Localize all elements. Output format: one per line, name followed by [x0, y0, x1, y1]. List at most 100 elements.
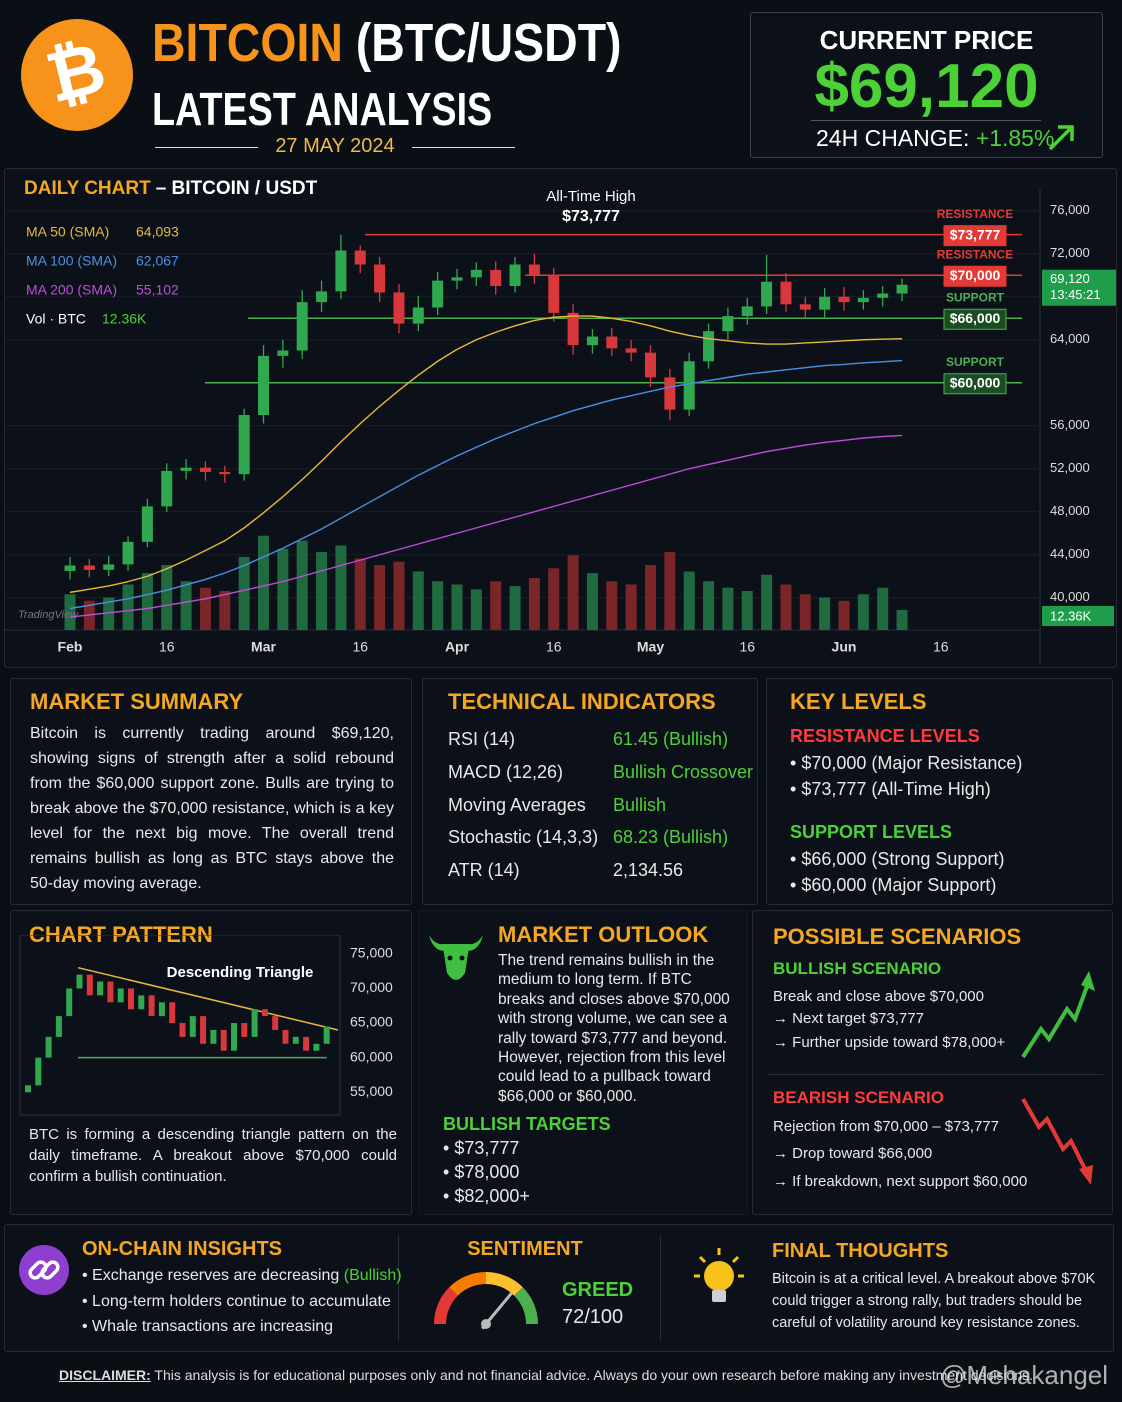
- level-label: $66,000: [950, 310, 1001, 326]
- title: BITCOIN (BTC/USDT): [152, 12, 622, 74]
- legend-name: MA 100 (SMA): [26, 253, 117, 269]
- candle-body: [158, 1002, 165, 1017]
- candle-body: [148, 995, 155, 1017]
- volume-bar: [316, 552, 328, 630]
- candle-body: [66, 988, 73, 1017]
- legend-name: MA 50 (SMA): [26, 224, 109, 240]
- y-tick-label: 75,000: [350, 945, 393, 961]
- volume-bar: [412, 571, 424, 630]
- section-title: POSSIBLE SCENARIOS: [773, 924, 1022, 949]
- horns: [429, 935, 483, 951]
- divider: [660, 1235, 661, 1341]
- indicator-name: MACD (12,26): [448, 762, 564, 782]
- link: [40, 1260, 60, 1280]
- level-type: RESISTANCE: [937, 247, 1013, 261]
- level-item: • $73,777 (All-Time High): [790, 779, 991, 799]
- y-tick-label: 56,000: [1050, 417, 1090, 432]
- x-tick-label: Feb: [58, 639, 83, 655]
- legend-value: 62,067: [136, 253, 179, 269]
- candle-body: [877, 293, 889, 298]
- insight-text: Long-term holders continue to accumulate: [92, 1293, 391, 1310]
- volume-bar: [238, 556, 250, 630]
- volume-bar: [354, 558, 366, 630]
- candle-body: [451, 277, 463, 281]
- volume-bar: [199, 587, 211, 630]
- y-tick-label: 55,000: [350, 1083, 393, 1099]
- candle-body: [219, 471, 231, 475]
- legend-name: MA 200 (SMA): [26, 282, 117, 298]
- candle-body: [292, 1036, 299, 1044]
- gauge-segment: [449, 1272, 487, 1296]
- disclaimer-label: DISCLAIMER:: [59, 1367, 151, 1383]
- scenario-title: BEARISH SCENARIO: [773, 1088, 944, 1107]
- price-tag: [1042, 269, 1116, 306]
- level-type: SUPPORT: [946, 290, 1005, 304]
- insight: • Long-term holders continue to accumula…: [82, 1293, 391, 1310]
- change-value: +1.85%: [975, 125, 1055, 151]
- indicator-name: RSI (14): [448, 729, 516, 749]
- candle-body: [277, 350, 289, 356]
- volume-bar: [470, 589, 482, 630]
- candle-body: [35, 1057, 42, 1086]
- candle-body: [896, 284, 908, 294]
- candle-body: [220, 1029, 227, 1051]
- arrow-line: [1021, 1098, 1089, 1174]
- level-tag: [943, 265, 1007, 287]
- volume-bar: [103, 597, 115, 630]
- credit: @Mehakangel: [940, 1360, 1109, 1390]
- outlook-text: The trend remains bullish in the medium …: [498, 952, 730, 1105]
- volume-bar: [761, 574, 773, 630]
- needle-hub: [481, 1319, 491, 1329]
- level-tag: [943, 225, 1007, 247]
- x-tick-label: Jun: [832, 639, 857, 655]
- title-main: BITCOIN: [152, 13, 343, 73]
- y-tick-label: 44,000: [1050, 546, 1090, 561]
- candle-body: [200, 1016, 207, 1044]
- date: 27 MAY 2024: [275, 135, 395, 157]
- candle-body: [354, 250, 366, 265]
- indicators-panel: TECHNICAL INDICATORS RSI (14) 61.45 (Bul…: [422, 678, 758, 905]
- candle-body: [303, 1036, 310, 1051]
- candle-body: [323, 1026, 330, 1044]
- bull-icon: [429, 935, 483, 980]
- arrow: [1048, 125, 1074, 151]
- sentiment-score: 72/100: [562, 1306, 624, 1328]
- candle-body: [86, 974, 93, 996]
- candle-body: [761, 281, 773, 307]
- scenario-line: → If breakdown, next support $60,000: [773, 1173, 1028, 1190]
- targets-title: BULLISH TARGETS: [443, 1114, 611, 1134]
- candle-body: [567, 312, 579, 346]
- decoration: [698, 1255, 707, 1264]
- volume-bar: [64, 594, 76, 630]
- y-tick-label: 65,000: [350, 1014, 393, 1030]
- volume-bar: [722, 587, 734, 630]
- market-summary-panel: MARKET SUMMARY Bitcoin is currently trad…: [10, 678, 412, 905]
- legend-value: 64,093: [136, 224, 179, 240]
- section-title: FINAL THOUGHTS: [772, 1240, 949, 1262]
- bulb-base: [712, 1290, 726, 1302]
- bulb: [704, 1261, 734, 1291]
- price-label: CURRENT PRICE: [819, 25, 1034, 55]
- volume-bar: [161, 565, 173, 630]
- plot-frame: [19, 935, 341, 1116]
- arrow-head: [1081, 971, 1095, 991]
- indicator-name: Stochastic (14,3,3): [448, 827, 599, 847]
- volume-bar: [374, 565, 386, 630]
- gauge-segment: [514, 1287, 538, 1325]
- pattern-caption: BTC is forming a descending triangle pat…: [29, 1126, 397, 1185]
- candle-body: [261, 1009, 268, 1017]
- candle-body: [490, 269, 502, 286]
- level-item: • $60,000 (Major Support): [790, 875, 997, 895]
- candle-body: [838, 296, 850, 303]
- y-tick-label: 64,000: [1050, 331, 1090, 346]
- x-tick-label: Apr: [445, 639, 470, 655]
- y-tick-label: 76,000: [1050, 202, 1090, 217]
- y-tick-label: 60,000: [350, 1048, 393, 1064]
- trendline: [77, 966, 339, 1031]
- volume-bar: [393, 561, 405, 630]
- candle-body: [412, 307, 424, 324]
- candle-body: [55, 1016, 62, 1037]
- level-text: $70,000 (Major Resistance): [801, 753, 1023, 773]
- ma-line: [69, 315, 903, 594]
- scenario-line: Break and close above $70,000: [773, 988, 984, 1005]
